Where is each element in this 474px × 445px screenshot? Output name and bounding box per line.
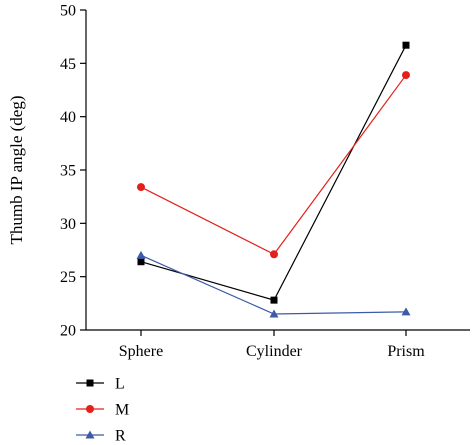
data-point-circle xyxy=(137,183,145,192)
y-tick-label: 50 xyxy=(60,3,76,20)
legend-label: M xyxy=(115,402,129,419)
y-tick-label: 45 xyxy=(60,56,76,73)
y-tick-label: 30 xyxy=(60,216,76,233)
data-point-triangle xyxy=(136,250,146,259)
data-point-triangle xyxy=(401,307,411,316)
data-point-triangle xyxy=(269,309,279,318)
legend-label: R xyxy=(115,428,126,445)
data-point-square xyxy=(86,379,94,387)
series-L xyxy=(137,41,410,304)
data-point-triangle xyxy=(85,430,95,439)
legend-item-M: M xyxy=(76,402,129,419)
series-line-L xyxy=(140,44,407,301)
data-point-circle xyxy=(402,71,410,80)
data-point-square xyxy=(402,41,410,49)
x-axis: Sphere Cylinder Prism xyxy=(86,329,470,360)
y-axis: 20 25 30 35 40 45 50 xyxy=(60,3,87,340)
series-line-R xyxy=(140,254,407,315)
y-tick-label: 35 xyxy=(60,163,76,180)
legend-item-R: R xyxy=(76,428,126,445)
legend-item-L: L xyxy=(76,376,125,393)
x-tick-label: Cylinder xyxy=(246,343,303,360)
x-ticks: Sphere Cylinder Prism xyxy=(119,330,425,360)
y-tick-label: 25 xyxy=(60,269,76,286)
data-point-circle xyxy=(86,405,94,413)
y-tick-label: 40 xyxy=(60,109,76,126)
y-axis-title: Thumb IP angle (deg) xyxy=(7,95,26,244)
series-R xyxy=(136,250,411,318)
data-point-square xyxy=(270,296,278,304)
y-tick-label: 20 xyxy=(60,323,76,340)
y-ticks: 20 25 30 35 40 45 50 xyxy=(60,3,86,340)
legend-label: L xyxy=(115,376,125,393)
data-point-circle xyxy=(270,250,278,259)
legend: LMR xyxy=(76,376,129,445)
x-tick-label: Sphere xyxy=(119,343,163,360)
x-tick-label: Prism xyxy=(387,343,425,360)
series-layer xyxy=(136,41,411,318)
series-M xyxy=(137,71,410,259)
series-line-M xyxy=(140,74,407,256)
data-point-square xyxy=(137,258,145,266)
